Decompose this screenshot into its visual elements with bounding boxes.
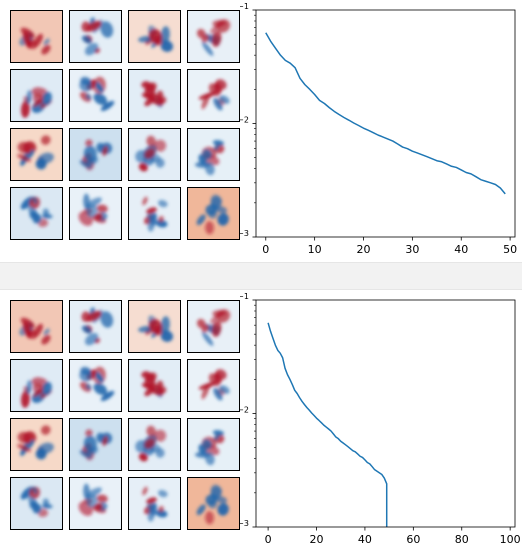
x-tick-label: 60 [406, 533, 420, 546]
weight-tile [187, 300, 240, 353]
axes-frame [255, 299, 516, 528]
weight-tile [10, 359, 63, 412]
weight-tile [10, 418, 63, 471]
weight-tile [69, 477, 122, 530]
y-tick-label: 10−2 [240, 406, 249, 421]
weight-tile [10, 69, 63, 122]
weight-tile [187, 10, 240, 63]
output-separator [0, 262, 522, 290]
weight-tile [187, 418, 240, 471]
x-tick-label: 0 [262, 243, 269, 256]
x-tick-label: 80 [455, 533, 469, 546]
loss-chart-svg: 10−1 10−2 10−3 0 10 20 30 40 50 [240, 2, 517, 256]
weights-grid [0, 0, 250, 250]
x-tick-label: 0 [265, 533, 272, 546]
weight-tile [10, 187, 63, 240]
x-tick-label: 20 [310, 533, 324, 546]
axes-frame [255, 9, 516, 238]
weight-tile [69, 187, 122, 240]
y-tick-label: 10−3 [240, 519, 249, 534]
figure-panel-top: 10−1 10−2 10−3 0 10 20 30 40 50 [0, 0, 522, 262]
weights-grid [0, 290, 250, 540]
weight-tile [128, 359, 181, 412]
y-tick-label: 10−3 [240, 229, 249, 244]
weight-tile [69, 69, 122, 122]
x-tick-label: 10 [308, 243, 322, 256]
x-tick-label: 100 [500, 533, 521, 546]
weight-tile [10, 128, 63, 181]
y-tick-label: 10−2 [240, 116, 249, 131]
weight-tile [128, 69, 181, 122]
weight-tile [10, 10, 63, 63]
weight-tile [69, 128, 122, 181]
weight-tile [187, 187, 240, 240]
weight-tile [128, 128, 181, 181]
weight-tile [69, 359, 122, 412]
y-tick-label: 10−1 [240, 292, 249, 307]
x-tick-label: 40 [358, 533, 372, 546]
weight-tile [187, 69, 240, 122]
x-tick-label: 30 [405, 243, 419, 256]
loss-series-line [265, 32, 506, 195]
weight-tile [69, 418, 122, 471]
x-tick-label: 50 [503, 243, 517, 256]
x-tick-label: 40 [454, 243, 468, 256]
weight-tile [128, 418, 181, 471]
weight-tile [128, 10, 181, 63]
weight-tile [10, 300, 63, 353]
y-tick-label: 10−1 [240, 2, 249, 17]
loss-chart-svg: 10−1 10−2 10−3 0 20 40 60 80 100 [240, 292, 521, 546]
loss-plot: 10−1 10−2 10−3 0 20 40 60 80 100 [240, 290, 522, 552]
x-tick-label: 20 [357, 243, 371, 256]
weight-tile [128, 477, 181, 530]
figure-panel-bottom: 10−1 10−2 10−3 0 20 40 60 80 100 [0, 290, 522, 550]
loss-plot: 10−1 10−2 10−3 0 10 20 30 40 50 [240, 0, 522, 262]
weight-tile [187, 477, 240, 530]
weight-tile [187, 359, 240, 412]
weight-tile [187, 128, 240, 181]
weight-tile [128, 300, 181, 353]
weight-tile [69, 10, 122, 63]
weight-tile [10, 477, 63, 530]
weight-tile [128, 187, 181, 240]
loss-series-line [267, 322, 388, 527]
weight-tile [69, 300, 122, 353]
